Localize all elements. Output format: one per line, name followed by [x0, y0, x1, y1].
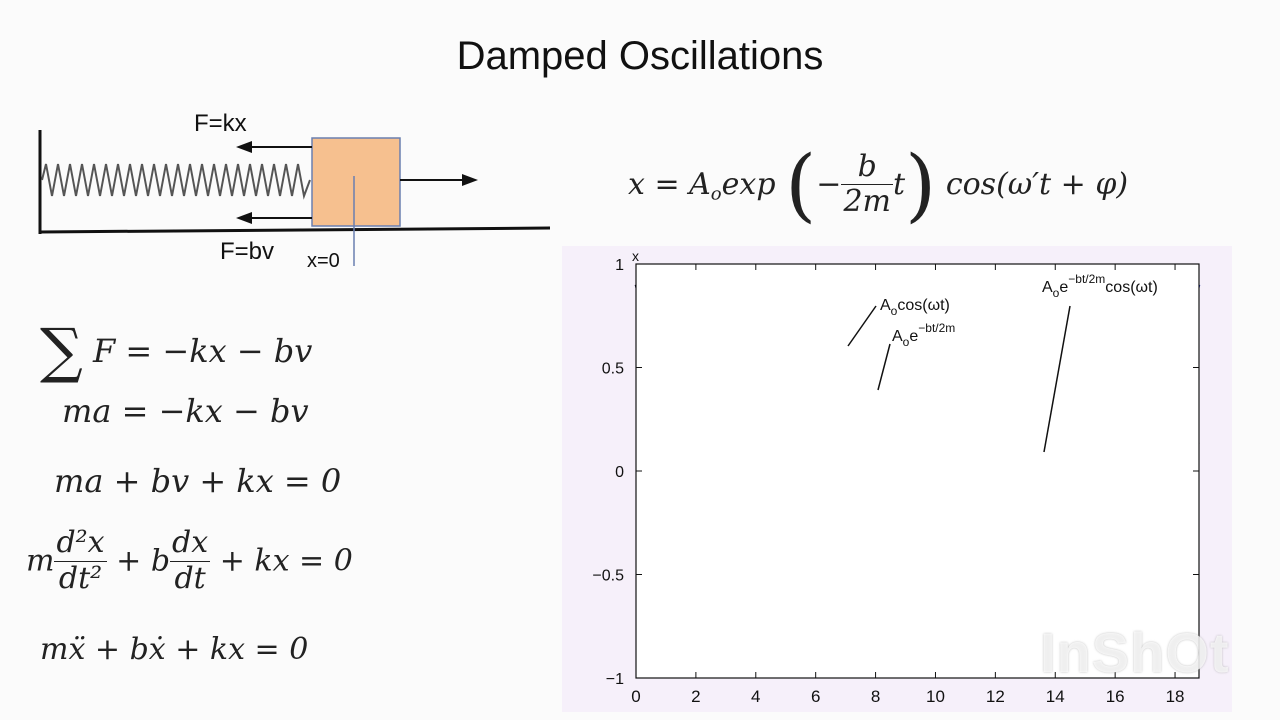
y-tick-label: −1	[606, 671, 624, 688]
second-derivative-fraction: d²x dt²	[54, 525, 107, 596]
x-tick-label: 14	[1046, 687, 1065, 706]
fraction-denominator: dt²	[58, 560, 103, 596]
fraction-numerator: d²x	[54, 525, 107, 562]
x-tick-label: 0	[631, 687, 640, 706]
x-tick-label: 12	[986, 687, 1005, 706]
damping-force-label: F=bv	[220, 238, 275, 265]
x-tick-label: 2	[691, 687, 700, 706]
equation-newton: ma = −kx − bv	[62, 392, 309, 430]
equation-sum-forces: ∑ F = −kx − bv	[40, 316, 312, 386]
mass-block	[311, 137, 401, 227]
slide-title: Damped Oscillations	[456, 34, 824, 78]
origin-label: x=0	[307, 250, 340, 272]
sum-rhs: F = −kx − bv	[93, 332, 313, 370]
ode-tail: + kx = 0	[219, 543, 353, 579]
cosine-term: cos(ω′t + φ)	[945, 167, 1129, 202]
x-tick-label: 16	[1106, 687, 1125, 706]
envelope-label-pointer	[877, 343, 891, 391]
cos-label-pointer	[847, 305, 877, 347]
floor	[39, 226, 551, 234]
solution-lhs: x = A	[628, 167, 711, 202]
y-tick-label: −0.5	[592, 568, 624, 585]
spring	[41, 163, 311, 200]
time-variable: t	[892, 167, 906, 202]
solution-equation: x = Aoexp (− b 2m t) cos(ω′t + φ)	[628, 138, 1128, 231]
equation-ode: m d²x dt² + b dx dt + kx = 0	[26, 525, 353, 596]
y-tick-label: 0.5	[602, 361, 624, 378]
product-curve-label: Aoe−bt/2mcos(ωt)	[1042, 272, 1158, 300]
equation-dot-form: mẍ + bẋ + kx = 0	[40, 632, 309, 667]
x-tick-label: 8	[871, 687, 880, 706]
fraction-denominator: dt	[174, 560, 206, 596]
x-tick-label: 6	[811, 687, 820, 706]
x-tick-label: 18	[1166, 687, 1185, 706]
damping-fraction: b 2m	[841, 149, 893, 220]
damped-oscillation-plot: 0 2 4 6 8 10 12 14 16 18 1 0.5 0 −0.5 −1 x Aocos(ωt) A…	[562, 246, 1232, 712]
minus-sign: −	[816, 167, 842, 202]
cos-curve-label: Aocos(ωt)	[880, 297, 950, 318]
inshot-watermark: InShOt	[1040, 621, 1230, 684]
exp-function: exp	[721, 167, 776, 202]
spring-mass-diagram: F=kx F=bv x=0	[30, 100, 570, 290]
spring-force-label: F=kx	[194, 110, 247, 137]
fraction-numerator: b	[841, 149, 893, 185]
left-paren: (	[785, 138, 817, 231]
y-tick-label: 1	[615, 257, 624, 274]
x-axis-variable-label: x	[632, 248, 639, 264]
fraction-numerator: dx	[170, 525, 211, 562]
amplitude-subscript: o	[710, 183, 722, 205]
envelope-curve-label: Aoe−bt/2m	[892, 321, 955, 349]
plot-canvas: 0 2 4 6 8 10 12 14 16 18 1 0.5 0 −0.5 −1 x Aocos(ωt) A…	[592, 248, 1201, 706]
ode-m: m	[26, 543, 55, 579]
right-paren: )	[905, 138, 937, 231]
ode-mid: + b	[116, 543, 171, 579]
product-label-pointer	[1043, 305, 1071, 453]
y-tick-label: 0	[615, 464, 624, 481]
fraction-denominator: 2m	[843, 184, 891, 219]
sigma-symbol: ∑	[40, 316, 83, 386]
first-derivative-fraction: dx dt	[170, 525, 211, 596]
equation-rearranged: ma + bv + kx = 0	[54, 462, 342, 500]
x-tick-label: 10	[926, 687, 945, 706]
x-tick-label: 4	[751, 687, 760, 706]
